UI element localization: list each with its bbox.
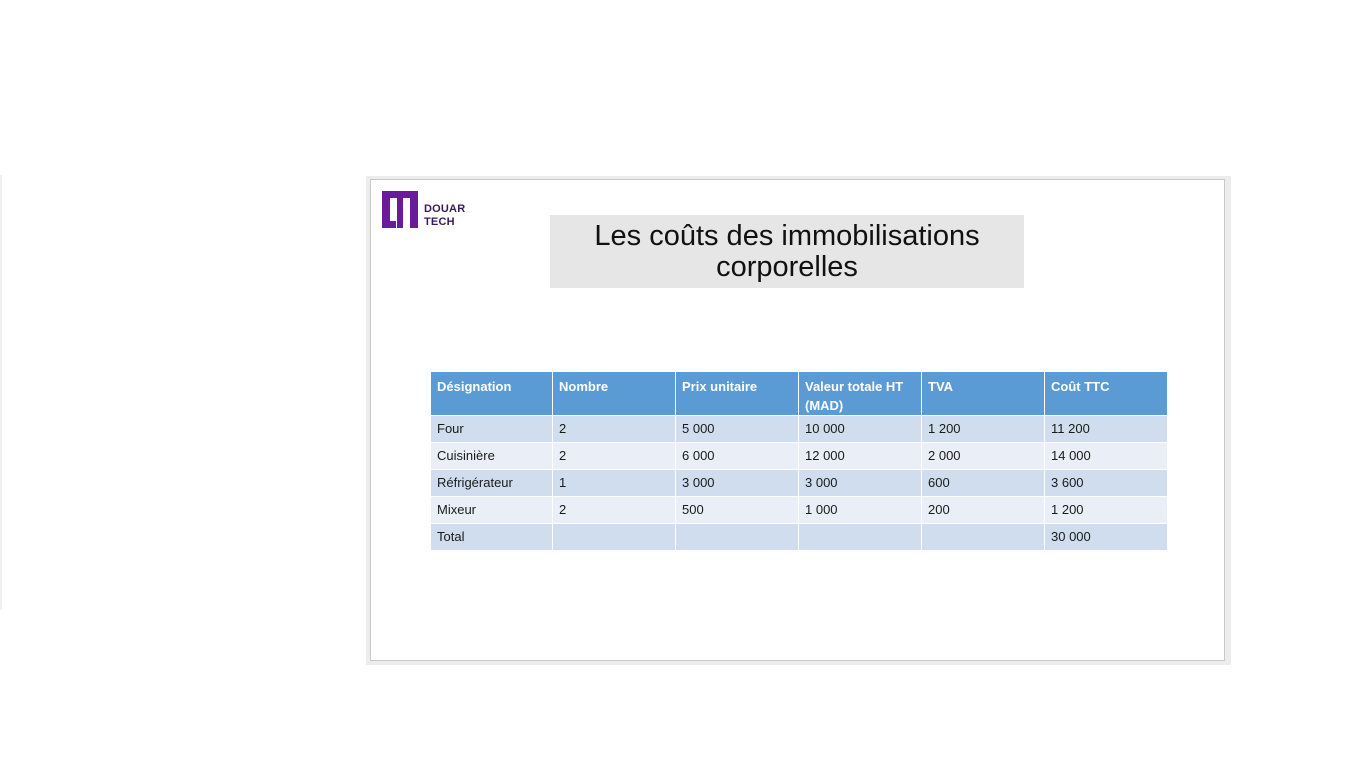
table-cell: 12 000 <box>798 442 922 470</box>
header-tva: TVA <box>921 371 1045 416</box>
table-cell: 1 200 <box>1044 496 1168 524</box>
table-cell: Réfrigérateur <box>430 469 553 497</box>
logo-wordmark: DOUAR TECH <box>424 203 465 229</box>
table-total-row: Total 30 000 <box>430 523 1168 551</box>
table-cell: 11 200 <box>1044 415 1168 443</box>
table-row: Mixeur 2 500 1 000 200 1 200 <box>430 496 1168 524</box>
table-cell: Cuisinière <box>430 442 553 470</box>
table-cell: 30 000 <box>1044 523 1168 551</box>
header-nombre: Nombre <box>552 371 676 416</box>
table-cell: 500 <box>675 496 799 524</box>
table-cell: 2 <box>552 496 676 524</box>
table-cell: 5 000 <box>675 415 799 443</box>
table-cell: 10 000 <box>798 415 922 443</box>
table-cell: 2 <box>552 442 676 470</box>
table-row: Réfrigérateur 1 3 000 3 000 600 3 600 <box>430 469 1168 497</box>
table-cell <box>921 523 1045 551</box>
douar-tech-logo-icon <box>382 191 418 228</box>
table-cell: 3 600 <box>1044 469 1168 497</box>
table-cell: Total <box>430 523 553 551</box>
table-cell: 1 000 <box>798 496 922 524</box>
logo-text-line2: TECH <box>424 216 455 228</box>
table-cell: Mixeur <box>430 496 553 524</box>
table-cell <box>552 523 676 551</box>
table-row: Cuisinière 2 6 000 12 000 2 000 14 000 <box>430 442 1168 470</box>
table-cell: 1 <box>552 469 676 497</box>
header-designation: Désignation <box>430 371 553 416</box>
slide-title-box: Les coûts des immobilisations corporelle… <box>550 215 1024 288</box>
table-cell: 2 <box>552 415 676 443</box>
header-cout-ttc: Coût TTC <box>1044 371 1168 416</box>
table-cell: 3 000 <box>675 469 799 497</box>
cost-table: Désignation Nombre Prix unitaire Valeur … <box>430 371 1168 551</box>
header-prix-unitaire: Prix unitaire <box>675 371 799 416</box>
header-valeur-totale-ht: Valeur totale HT (MAD) <box>798 371 922 416</box>
logo-text-line1: DOUAR <box>424 203 466 215</box>
left-panel-edge <box>0 175 2 610</box>
table-cell: 1 200 <box>921 415 1045 443</box>
table-cell <box>675 523 799 551</box>
table-cell: 200 <box>921 496 1045 524</box>
table-cell: 3 000 <box>798 469 922 497</box>
table-cell: 6 000 <box>675 442 799 470</box>
table-cell: Four <box>430 415 553 443</box>
slide-title: Les coûts des immobilisations corporelle… <box>594 219 980 283</box>
table-cell <box>798 523 922 551</box>
douar-tech-logo: DOUAR TECH <box>382 191 482 231</box>
table-cell: 14 000 <box>1044 442 1168 470</box>
table-cell: 2 000 <box>921 442 1045 470</box>
table-header-row: Désignation Nombre Prix unitaire Valeur … <box>430 371 1168 416</box>
slide: DOUAR TECH Les coûts des immobilisations… <box>370 179 1225 661</box>
table-row: Four 2 5 000 10 000 1 200 11 200 <box>430 415 1168 443</box>
table-cell: 600 <box>921 469 1045 497</box>
